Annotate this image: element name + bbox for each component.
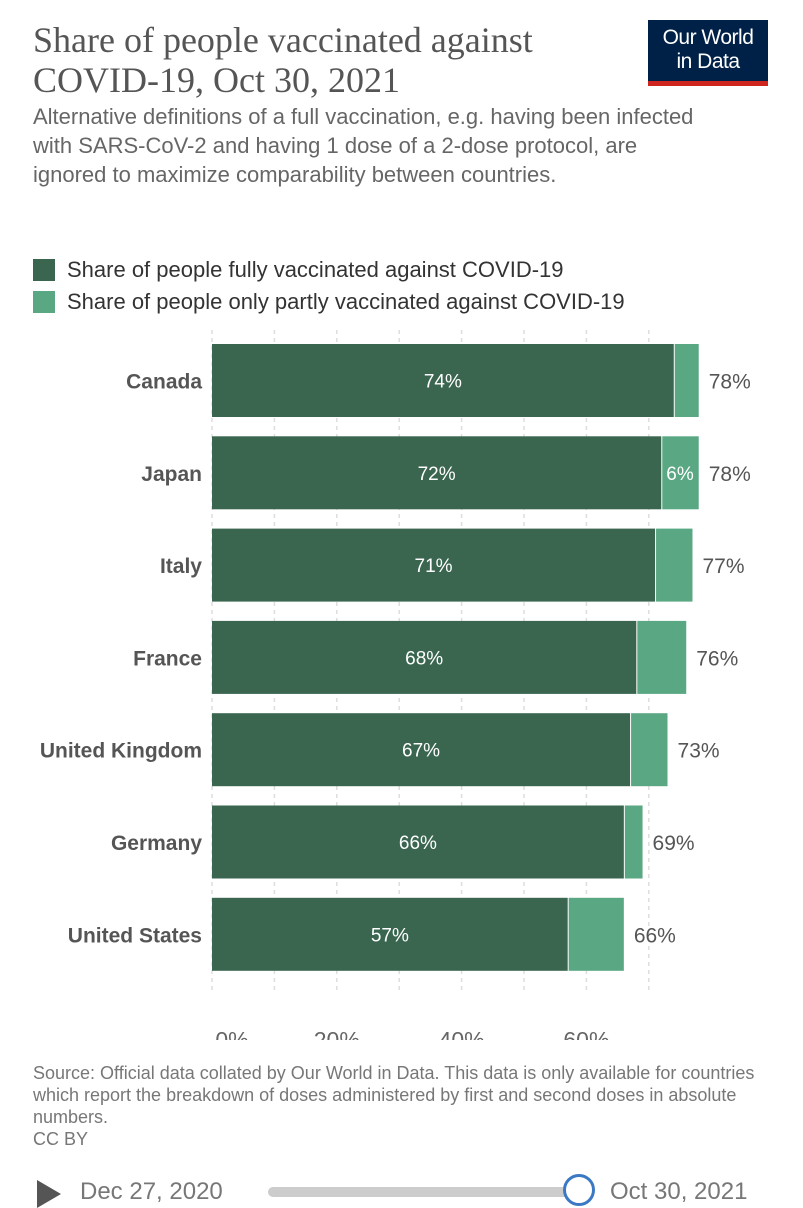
- x-tick-label: 20%: [314, 1027, 360, 1040]
- data-label-full: 71%: [415, 556, 453, 577]
- data-label-full: 57%: [371, 925, 409, 946]
- category-label: United States: [68, 924, 202, 947]
- x-tick-label: 40%: [439, 1027, 485, 1040]
- legend-swatch-partial: [33, 291, 55, 313]
- bar-full-6[interactable]: [212, 897, 568, 971]
- data-label-total: 77%: [702, 555, 744, 578]
- owid-logo[interactable]: Our World in Data: [648, 20, 768, 86]
- timeline: Dec 27, 2020 Oct 30, 2021: [0, 1170, 803, 1208]
- play-icon[interactable]: [37, 1180, 61, 1208]
- legend-item-partial[interactable]: Share of people only partly vaccinated a…: [33, 286, 625, 318]
- bar-partial-4[interactable]: [631, 713, 668, 787]
- data-label-total: 78%: [709, 371, 751, 394]
- timeline-start-date[interactable]: Dec 27, 2020: [80, 1178, 223, 1205]
- category-label: Germany: [111, 832, 202, 855]
- legend-label-partial: Share of people only partly vaccinated a…: [67, 289, 625, 314]
- data-label-full: 66%: [399, 833, 437, 854]
- bar-partial-0[interactable]: [674, 344, 699, 417]
- timeline-slider-handle[interactable]: [563, 1174, 595, 1206]
- legend-label-full: Share of people fully vaccinated against…: [67, 257, 564, 282]
- logo-line-2: in Data: [676, 50, 740, 73]
- bar-partial-2[interactable]: [656, 528, 693, 602]
- chart-title: Share of people vaccinated against COVID…: [33, 20, 533, 100]
- category-label: Italy: [160, 555, 202, 578]
- source-note: Source: Official data collated by Our Wo…: [33, 1062, 763, 1150]
- data-label-total: 76%: [696, 647, 738, 670]
- bar-full-3[interactable]: [212, 620, 637, 694]
- x-tick-label: 0%: [215, 1027, 248, 1040]
- legend: Share of people fully vaccinated against…: [33, 254, 625, 318]
- bar-full-2[interactable]: [212, 528, 656, 602]
- timeline-slider-track[interactable]: [268, 1187, 578, 1197]
- data-label-total: 66%: [634, 924, 676, 947]
- data-label-full: 74%: [424, 372, 462, 393]
- bar-chart: Canada 74% 78% Japan 72% 6% 78% Italy 71% 77% Fran…: [40, 330, 751, 1040]
- data-label-full: 67%: [402, 741, 440, 762]
- bar-partial-1[interactable]: [662, 436, 699, 510]
- data-label-total: 78%: [709, 463, 751, 486]
- data-label-full: 68%: [405, 648, 443, 669]
- license-text[interactable]: CC BY: [33, 1129, 89, 1149]
- legend-item-full[interactable]: Share of people fully vaccinated against…: [33, 254, 625, 286]
- bar-full-0[interactable]: [212, 344, 674, 417]
- category-label: Japan: [141, 463, 202, 486]
- bar-full-1[interactable]: [212, 436, 662, 510]
- logo-line-1: Our World: [662, 26, 754, 49]
- bar-partial-5[interactable]: [624, 805, 643, 879]
- bar-full-4[interactable]: [212, 713, 631, 787]
- bar-partial-6[interactable]: [568, 897, 624, 971]
- data-label-full: 72%: [418, 464, 456, 485]
- source-text: Source: Official data collated by Our Wo…: [33, 1063, 755, 1127]
- bar-partial-3[interactable]: [637, 620, 687, 694]
- category-label: France: [133, 647, 202, 670]
- category-label: United Kingdom: [40, 740, 202, 763]
- timeline-end-date[interactable]: Oct 30, 2021: [610, 1178, 748, 1205]
- data-label-total: 69%: [653, 832, 695, 855]
- bar-full-5[interactable]: [212, 805, 624, 879]
- data-label-total: 73%: [678, 740, 720, 763]
- data-label-partial: 6%: [666, 464, 694, 485]
- legend-swatch-full: [33, 259, 55, 281]
- chart-subtitle: Alternative definitions of a full vaccin…: [33, 104, 694, 187]
- x-tick-label: 60%: [563, 1027, 609, 1040]
- category-label: Canada: [126, 371, 202, 394]
